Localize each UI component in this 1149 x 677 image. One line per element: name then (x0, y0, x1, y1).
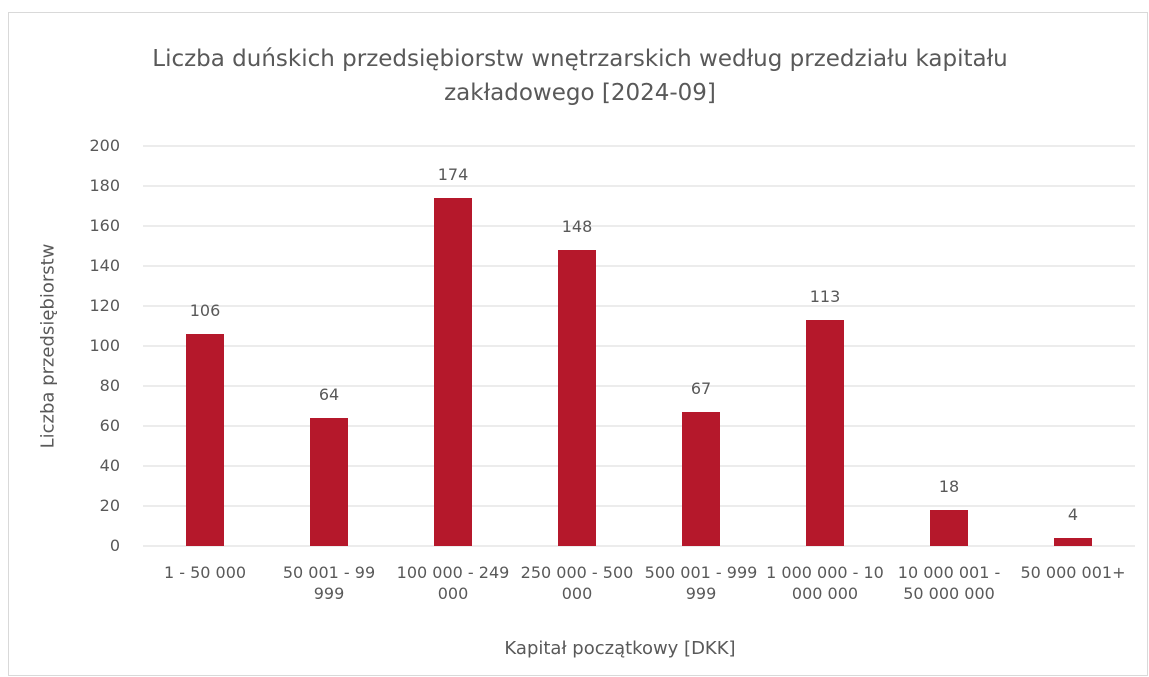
chart-title: Liczba duńskich przedsiębiorstw wnętrzar… (152, 46, 1008, 106)
bar (1054, 538, 1092, 546)
y-tick-label: 180 (89, 176, 120, 195)
bar (558, 250, 596, 546)
x-tick-label: 250 000 - 500 000 (520, 563, 634, 603)
y-tick-label: 100 (89, 336, 120, 355)
bar (806, 320, 844, 546)
x-tick-label: 10 000 001 - 50 000 000 (897, 563, 1001, 603)
y-tick-label: 0 (109, 536, 120, 555)
data-label: 18 (938, 477, 960, 496)
y-tick-label: 20 (99, 496, 120, 515)
bar (682, 412, 720, 546)
y-tick-label: 140 (89, 256, 120, 275)
y-tick-label: 200 (89, 136, 120, 155)
y-tick-label: 40 (99, 456, 120, 475)
bar (434, 198, 472, 546)
y-axis-label: Liczba przedsiębiorstw (37, 243, 59, 449)
chart-border (8, 12, 1148, 676)
x-tick-label: 100 000 - 249 000 (396, 563, 510, 603)
bar (310, 418, 348, 546)
x-tick-label: 50 001 - 99 999 (282, 563, 376, 603)
data-label: 67 (690, 379, 712, 398)
data-label: 174 (437, 165, 469, 184)
x-tick-label: 1 - 50 000 (163, 563, 247, 582)
data-label: 113 (809, 287, 841, 306)
data-label: 148 (561, 217, 593, 236)
x-tick-label: 1 000 000 - 10 000 000 (766, 563, 884, 603)
data-label: 106 (189, 301, 221, 320)
x-axis-label: Kapitał początkowy [DKK] (504, 638, 736, 659)
y-tick-label: 80 (99, 376, 120, 395)
bar (930, 510, 968, 546)
y-tick-label: 120 (89, 296, 120, 315)
x-tick-label: 50 000 001+ (1020, 563, 1126, 582)
y-tick-label: 60 (99, 416, 120, 435)
x-tick-label: 500 001 - 999 999 (644, 563, 758, 603)
y-tick-label: 160 (89, 216, 120, 235)
data-label: 4 (1067, 505, 1079, 524)
data-label: 64 (318, 385, 340, 404)
bar (186, 334, 224, 546)
